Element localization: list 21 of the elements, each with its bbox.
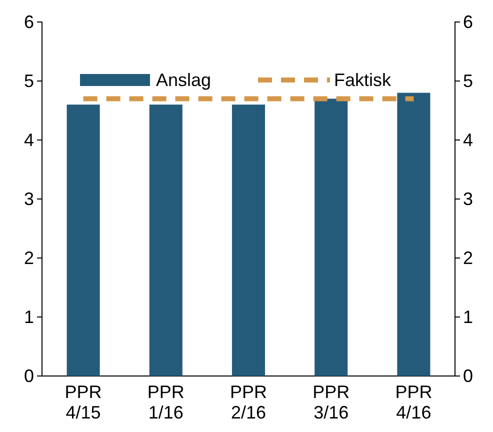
y-tick-label: 3 bbox=[24, 188, 34, 209]
y2-tick-label: 1 bbox=[463, 306, 474, 327]
legend-label: Faktisk bbox=[334, 70, 392, 90]
y-tick-label: 4 bbox=[24, 130, 34, 150]
legend-label: Anslag bbox=[156, 70, 212, 90]
x-tick-label: PPR 1/16 bbox=[147, 382, 184, 423]
y-tick-label: 1 bbox=[24, 306, 34, 327]
y-tick-label: 6 bbox=[24, 12, 34, 32]
x-tick-label: PPR 4/15 bbox=[64, 382, 102, 423]
y2-tick-label: 5 bbox=[463, 70, 474, 91]
y-tick-label: 2 bbox=[24, 248, 34, 268]
y2-tick-label: 3 bbox=[463, 188, 474, 209]
y2-tick-label: 4 bbox=[463, 130, 474, 150]
y-tick-label: 0 bbox=[24, 366, 34, 386]
x-tick-label: PPR 2/16 bbox=[230, 382, 268, 423]
y-tick-label: 5 bbox=[24, 70, 34, 91]
x-tick-label: PPR 4/16 bbox=[395, 382, 432, 423]
x-tick-label: PPR 3/16 bbox=[312, 382, 350, 423]
y2-tick-label: 2 bbox=[463, 248, 474, 268]
y2-tick-label: 0 bbox=[463, 366, 474, 386]
y2-tick-label: 6 bbox=[463, 12, 474, 32]
